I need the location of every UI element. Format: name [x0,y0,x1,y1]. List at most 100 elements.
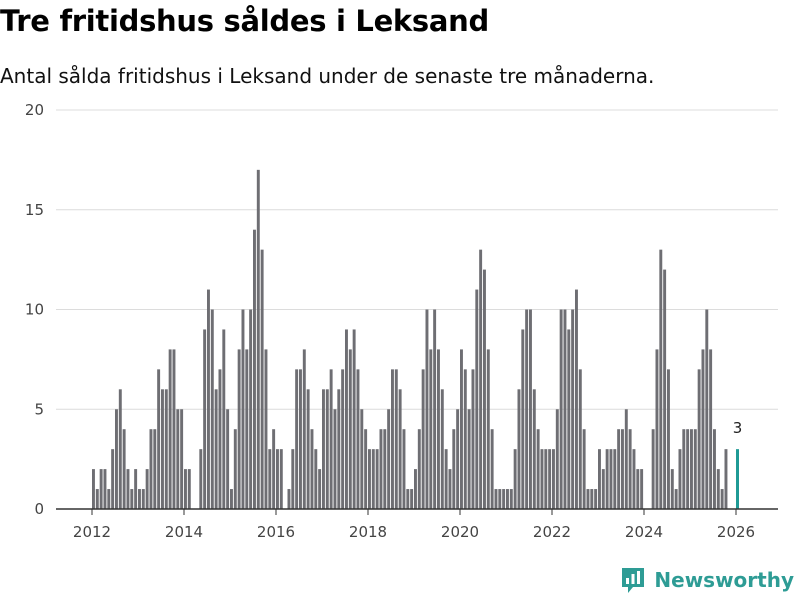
bar [701,349,705,509]
bar [279,449,283,509]
bar [402,429,406,509]
bar [636,469,640,509]
bar [207,289,210,509]
bar [122,429,126,509]
bar [590,489,594,509]
y-tick-label: 10 [25,301,44,319]
bar [601,469,605,509]
bar [525,309,529,509]
bar [621,429,624,509]
bar [383,429,387,509]
bar [582,429,586,509]
bar [126,469,130,509]
bar [345,329,348,509]
highlight-bar [736,449,739,509]
bar [697,369,701,509]
bar [460,349,463,509]
bar [467,409,471,509]
bar [134,469,138,509]
bar [371,449,375,509]
bar [237,349,241,509]
y-tick-label: 0 [34,500,44,518]
bar [341,369,345,509]
bar [260,249,264,509]
bar [406,489,410,509]
bars [92,169,739,509]
bar [241,309,245,509]
chart-title: Tre fritidshus såldes i Leksand [0,4,489,38]
bar [479,249,483,509]
bar [218,369,222,509]
bar [249,309,253,509]
bar [92,469,95,509]
bar [471,369,475,509]
bar [214,389,218,509]
bar [437,349,440,509]
bar [118,389,122,509]
bar [145,469,149,509]
bar [115,409,118,509]
bar [567,329,571,509]
bar [111,449,115,509]
bar [456,409,460,509]
bar [272,429,276,509]
bar [107,489,111,509]
bar [268,449,272,509]
bar [513,449,517,509]
bar [210,309,214,509]
bar [532,389,536,509]
bar [705,309,709,509]
bar [103,469,107,509]
bar [172,349,176,509]
bar [448,469,452,509]
bar [475,289,479,509]
bar [333,409,337,509]
brand-name: Newsworthy [654,568,794,592]
bar [490,429,494,509]
bar [559,309,563,509]
bar [651,429,655,509]
x-tick-label: 2018 [349,523,387,541]
bar [329,369,333,509]
bar [226,409,230,509]
bar [141,489,145,509]
bar [352,329,356,509]
bar [299,369,302,509]
bar [414,469,417,509]
x-tick-label: 2012 [73,523,111,541]
bar [598,449,601,509]
bar [663,269,667,509]
bar [99,469,103,509]
bar-chart: 0 5 10 15 20 3 2012 2014 2016 2018 2020 2022 2024 202… [25,101,778,541]
bar [498,489,502,509]
bar [509,489,513,509]
bar [230,489,233,509]
bar [245,349,249,509]
bar [184,469,187,509]
bar [337,389,341,509]
bar [360,409,364,509]
bar [302,349,306,509]
bar [682,429,686,509]
bar [379,429,383,509]
bar [157,369,161,509]
bar [276,449,279,509]
x-tick-label: 2020 [441,523,479,541]
bar [318,469,322,509]
bar [306,389,310,509]
bar [502,489,506,509]
bar [256,169,260,509]
bar [709,349,713,509]
bar [291,449,295,509]
bar [693,429,697,509]
bar [463,369,467,509]
bar [609,449,613,509]
bar [605,449,609,509]
bar [314,449,318,509]
bar [552,449,555,509]
bar [264,349,268,509]
bar [628,429,632,509]
bar [253,229,256,509]
bar [368,449,371,509]
x-tick-label: 2024 [625,523,663,541]
